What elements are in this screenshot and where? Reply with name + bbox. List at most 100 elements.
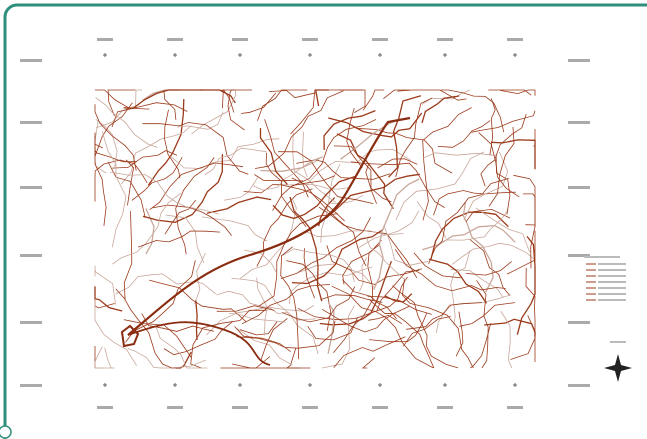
- frame-corner: [0, 425, 12, 439]
- road: [152, 204, 232, 236]
- road: [377, 158, 418, 169]
- legend-label-blob: [598, 275, 626, 277]
- road: [331, 194, 364, 204]
- road: [222, 89, 235, 113]
- road: [475, 207, 530, 253]
- road: [260, 318, 288, 360]
- road: [281, 286, 356, 323]
- road: [346, 107, 363, 169]
- road: [355, 127, 453, 174]
- road: [320, 163, 341, 243]
- road: [94, 104, 137, 171]
- road: [149, 162, 244, 211]
- road: [94, 265, 116, 305]
- road: [416, 201, 447, 239]
- road: [478, 132, 520, 198]
- road: [290, 119, 377, 188]
- road: [244, 249, 277, 273]
- road: [241, 284, 331, 325]
- legend-title: [584, 256, 620, 258]
- road: [516, 235, 536, 335]
- left-label-blob: [20, 186, 42, 189]
- road: [292, 132, 336, 203]
- road: [155, 325, 208, 369]
- road: [433, 190, 517, 216]
- compass: [604, 354, 632, 382]
- right-label-blob: [568, 121, 590, 124]
- road: [289, 196, 323, 302]
- legend: [584, 256, 626, 301]
- legend-label-blob: [598, 281, 626, 283]
- road: [112, 192, 181, 265]
- road: [321, 306, 410, 333]
- road: [272, 175, 355, 220]
- road: [239, 321, 278, 336]
- road: [131, 157, 183, 201]
- road: [110, 171, 219, 215]
- road: [500, 89, 536, 96]
- road: [253, 156, 322, 191]
- road: [216, 305, 275, 312]
- road: [401, 278, 474, 369]
- bottom-label-blob: [97, 406, 113, 409]
- right-label-blob: [568, 186, 590, 189]
- road: [94, 132, 137, 163]
- road: [135, 89, 142, 109]
- road: [392, 285, 459, 369]
- road: [95, 97, 158, 148]
- road: [373, 178, 420, 290]
- road: [323, 109, 376, 151]
- road: [204, 147, 267, 175]
- road: [190, 309, 268, 369]
- road: [94, 292, 138, 366]
- road: [278, 151, 374, 204]
- bottom-label-blob: [232, 406, 248, 409]
- coordinate-grid: [20, 38, 590, 409]
- right-label-blob: [568, 321, 590, 324]
- road: [358, 210, 420, 248]
- road: [450, 269, 504, 298]
- left-label-blob: [20, 321, 42, 324]
- road: [361, 357, 376, 369]
- road: [314, 89, 329, 107]
- road: [406, 302, 482, 330]
- road: [465, 261, 512, 276]
- road: [278, 183, 351, 190]
- road: [95, 118, 118, 167]
- road: [95, 89, 150, 110]
- legend-label-blob: [598, 293, 626, 295]
- legend-label-blob: [598, 269, 626, 271]
- road: [206, 305, 315, 336]
- right-label-blob: [568, 254, 590, 257]
- road: [285, 347, 300, 369]
- road: [142, 154, 224, 223]
- road: [388, 95, 422, 178]
- road: [510, 267, 536, 360]
- road: [351, 161, 445, 208]
- left-label-blob: [20, 384, 42, 387]
- road: [264, 119, 309, 198]
- road: [463, 151, 509, 221]
- top-label-blob: [97, 38, 113, 41]
- bottom-label-blob: [437, 406, 453, 409]
- road: [489, 98, 496, 156]
- top-label-blob: [507, 38, 523, 41]
- road: [342, 279, 397, 320]
- road: [206, 196, 272, 214]
- road: [430, 211, 509, 261]
- road: [325, 173, 420, 219]
- road: [488, 126, 515, 207]
- bottom-label-blob: [372, 406, 388, 409]
- legend-label-blob: [598, 287, 626, 289]
- road: [383, 225, 429, 266]
- road: [440, 89, 505, 133]
- road: [421, 95, 460, 124]
- road: [465, 208, 511, 222]
- road: [121, 125, 192, 185]
- road: [307, 317, 358, 341]
- road: [291, 228, 384, 285]
- road: [142, 122, 249, 175]
- road: [111, 102, 188, 128]
- road: [476, 280, 489, 369]
- top-label-blob: [302, 38, 318, 41]
